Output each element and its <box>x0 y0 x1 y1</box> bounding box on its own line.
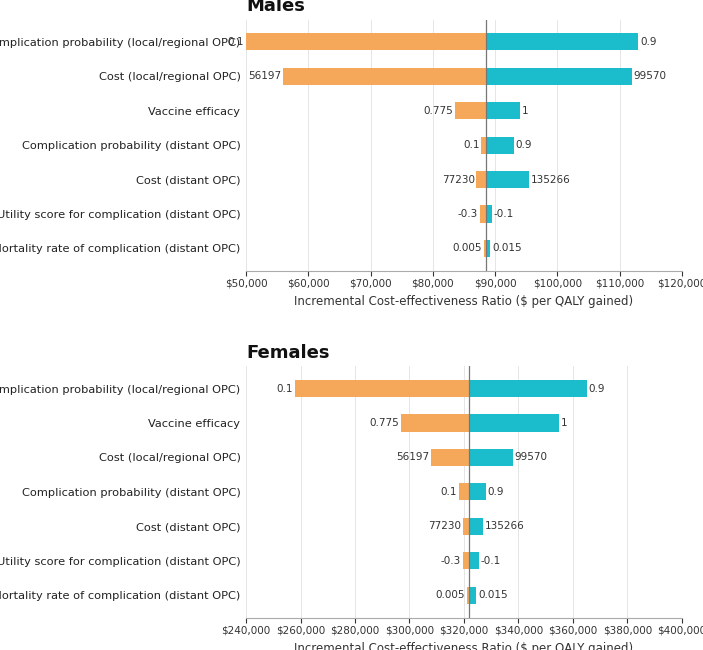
Text: -0.3: -0.3 <box>441 556 461 566</box>
Bar <box>486 205 492 222</box>
Bar <box>246 33 486 51</box>
Text: 0.775: 0.775 <box>370 418 399 428</box>
Bar <box>470 552 479 569</box>
Text: 0.015: 0.015 <box>492 243 522 254</box>
Bar <box>470 517 483 535</box>
Bar <box>486 171 529 188</box>
Text: 135266: 135266 <box>531 175 571 185</box>
Text: 0.9: 0.9 <box>640 37 657 47</box>
Bar <box>432 449 470 466</box>
Text: 0.775: 0.775 <box>423 106 453 116</box>
Bar <box>467 586 470 604</box>
Text: 77230: 77230 <box>428 521 461 531</box>
Bar <box>486 240 490 257</box>
X-axis label: Incremental Cost-effectiveness Ratio ($ per QALY gained): Incremental Cost-effectiveness Ratio ($ … <box>295 642 633 650</box>
Bar <box>470 415 560 432</box>
Bar <box>470 449 513 466</box>
Text: 0.1: 0.1 <box>440 487 457 497</box>
Bar <box>458 483 470 500</box>
Bar <box>482 136 486 154</box>
Text: 0.005: 0.005 <box>453 243 482 254</box>
Text: -0.1: -0.1 <box>481 556 501 566</box>
Bar <box>486 102 520 120</box>
Bar <box>470 586 476 604</box>
Text: -0.3: -0.3 <box>458 209 478 219</box>
Text: 99570: 99570 <box>515 452 548 462</box>
Bar <box>470 483 486 500</box>
Bar <box>486 33 638 51</box>
Text: 56197: 56197 <box>249 72 282 81</box>
Text: 0.9: 0.9 <box>588 384 605 394</box>
Text: Females: Females <box>246 344 330 362</box>
Bar <box>401 415 470 432</box>
Text: 0.005: 0.005 <box>435 590 465 600</box>
Text: 0.015: 0.015 <box>478 590 508 600</box>
Bar <box>484 240 486 257</box>
Bar <box>470 380 586 397</box>
Bar <box>283 68 486 85</box>
Text: 0.9: 0.9 <box>487 487 504 497</box>
Text: 0.1: 0.1 <box>277 384 293 394</box>
Bar <box>295 380 470 397</box>
X-axis label: Incremental Cost-effectiveness Ratio ($ per QALY gained): Incremental Cost-effectiveness Ratio ($ … <box>295 295 633 308</box>
Text: 0.1: 0.1 <box>463 140 479 150</box>
Text: 56197: 56197 <box>396 452 430 462</box>
Text: -0.1: -0.1 <box>494 209 514 219</box>
Bar <box>486 136 514 154</box>
Text: 77230: 77230 <box>441 175 475 185</box>
Text: 99570: 99570 <box>634 72 667 81</box>
Text: 0.1: 0.1 <box>228 37 245 47</box>
Text: 1: 1 <box>561 418 568 428</box>
Text: Males: Males <box>246 0 305 15</box>
Bar <box>463 517 470 535</box>
Text: 1: 1 <box>522 106 529 116</box>
Text: 0.9: 0.9 <box>515 140 532 150</box>
Bar <box>486 68 632 85</box>
Bar <box>479 205 486 222</box>
Bar <box>463 552 470 569</box>
Text: 135266: 135266 <box>485 521 524 531</box>
Bar <box>455 102 486 120</box>
Bar <box>477 171 486 188</box>
